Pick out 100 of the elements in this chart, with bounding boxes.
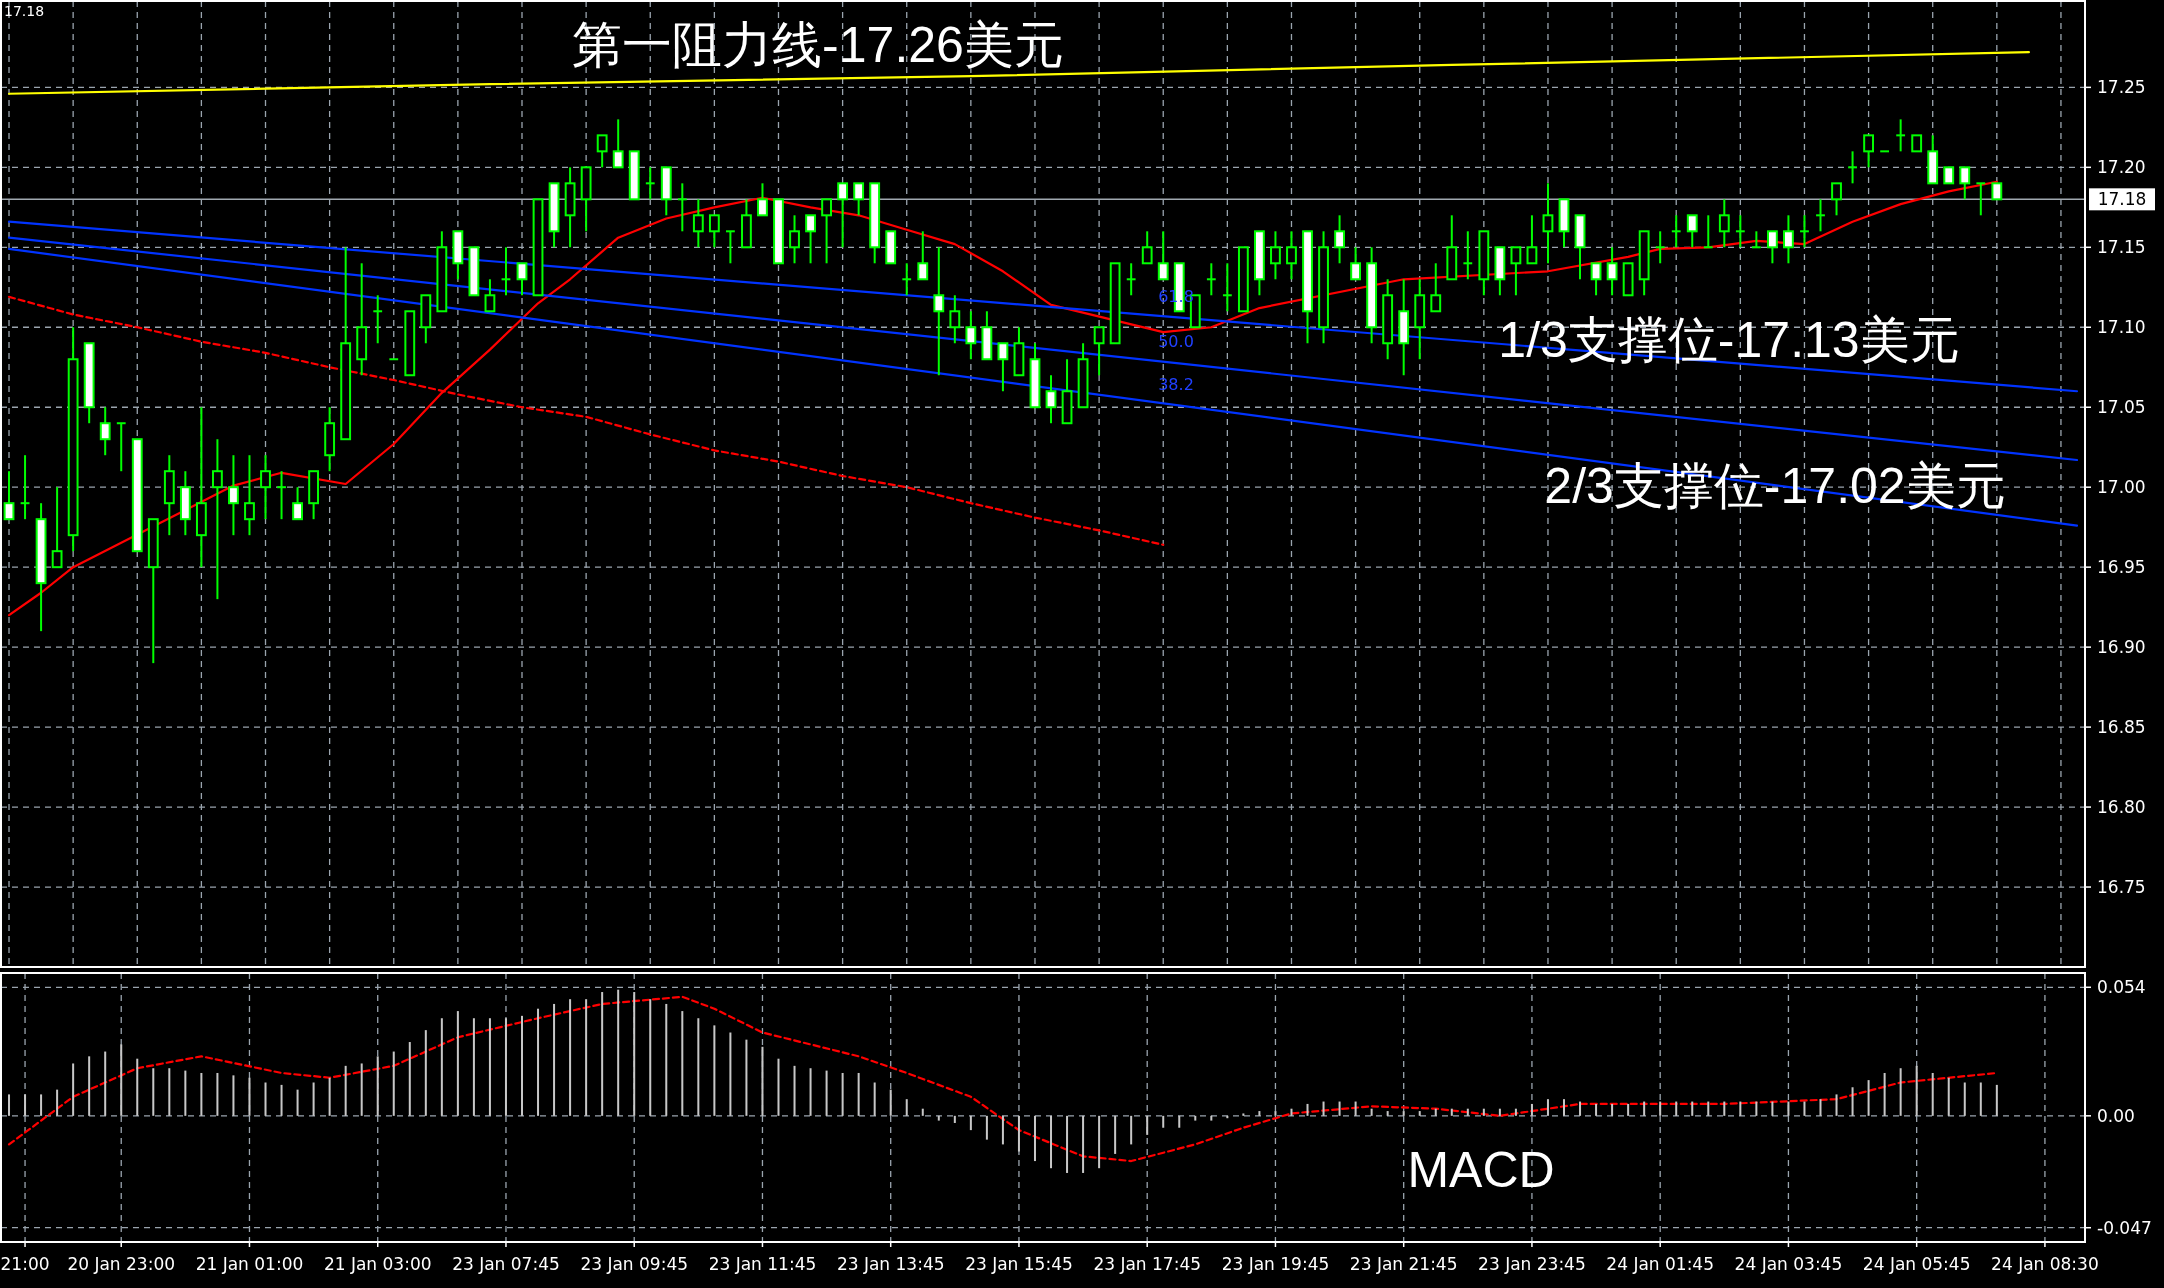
bar (617, 989, 620, 1116)
bar (1691, 1101, 1694, 1116)
bar (1098, 1115, 1101, 1169)
annotation: 17.18 (4, 3, 45, 19)
bar (1162, 1115, 1165, 1128)
y-tick-label: 16.85 (2097, 717, 2146, 738)
bar (1338, 1101, 1341, 1116)
bar (1210, 1115, 1213, 1121)
bar (585, 999, 588, 1116)
y-tick-label: 16.95 (2097, 557, 2146, 578)
bar (232, 1075, 235, 1116)
bar (1130, 1115, 1133, 1145)
bar (665, 1003, 668, 1116)
bar (1963, 1082, 1966, 1116)
bar (72, 1063, 75, 1116)
x-tick-label: 23 Jan 15:45 (965, 1254, 1073, 1274)
bar (1514, 1108, 1517, 1116)
bar (1322, 1101, 1325, 1116)
bar (1050, 1115, 1053, 1169)
bar (104, 1051, 107, 1116)
bar (1066, 1115, 1069, 1173)
bar (809, 1068, 812, 1116)
bar (1755, 1101, 1758, 1116)
bar (264, 1082, 267, 1116)
y-tick-label: -0.047 (2097, 1217, 2152, 1238)
bar (360, 1063, 363, 1116)
bar (873, 1082, 876, 1116)
y-tick-label: 17.25 (2097, 77, 2146, 98)
x-tick-label: 24 Jan 08:30 (1991, 1254, 2099, 1274)
bar (152, 1068, 155, 1116)
bar (120, 1044, 123, 1116)
bar (1627, 1103, 1630, 1116)
bar (56, 1089, 59, 1116)
bar (841, 1072, 844, 1116)
bar (745, 1039, 748, 1116)
bar (905, 1099, 908, 1116)
x-tick-label: 23 Jan 11:45 (708, 1254, 817, 1274)
x-tick-label: 23 Jan 19:45 (1221, 1254, 1330, 1274)
bar (681, 1011, 684, 1116)
bar (472, 1018, 475, 1116)
bar (921, 1108, 924, 1116)
bar (40, 1094, 43, 1116)
bar (1386, 1111, 1389, 1116)
y-tick-label: 0.054 (2097, 977, 2146, 998)
bar (633, 992, 636, 1116)
x-tick-label: 21:00 (0, 1254, 50, 1274)
bar (216, 1072, 219, 1116)
bar (424, 1030, 427, 1116)
bar (1033, 1115, 1036, 1162)
bar (184, 1070, 187, 1116)
bar (296, 1089, 299, 1116)
bar (729, 1032, 732, 1116)
x-tick-label: 21 Jan 03:00 (323, 1254, 432, 1274)
bar (1915, 1065, 1918, 1116)
bar (777, 1058, 780, 1116)
x-tick-label: 24 Jan 05:45 (1862, 1254, 1971, 1274)
bar (1418, 1111, 1421, 1116)
bar (1979, 1082, 1982, 1116)
bar (1434, 1108, 1437, 1116)
bar (1563, 1099, 1565, 1116)
bar (969, 1115, 972, 1131)
bar (569, 999, 572, 1116)
bar (1546, 1099, 1549, 1116)
bar (889, 1089, 892, 1116)
bar (1370, 1108, 1373, 1116)
y-tick-label: 17.20 (2097, 157, 2146, 178)
bar (504, 1018, 507, 1116)
bar (392, 1051, 395, 1116)
bar (1178, 1115, 1181, 1128)
ref-line-label: 17.18 (2097, 189, 2147, 210)
bar (1643, 1101, 1646, 1116)
y-tick-label: 16.80 (2097, 797, 2146, 818)
bar (1274, 1111, 1277, 1116)
bar (1082, 1115, 1085, 1173)
x-tick-label: 23 Jan 21:45 (1349, 1254, 1458, 1274)
x-tick-label: 23 Jan 13:45 (836, 1254, 945, 1274)
x-tick-label: 24 Jan 03:45 (1734, 1254, 1843, 1274)
bar (1851, 1087, 1854, 1116)
y-tick-label: 0.00 (2097, 1105, 2135, 1126)
bar (1579, 1101, 1582, 1116)
bar (1242, 1113, 1245, 1116)
y-tick-label: 17.05 (2097, 397, 2146, 418)
bar (136, 1058, 139, 1116)
bar (1530, 1103, 1533, 1116)
bar (1306, 1103, 1309, 1116)
bar (1931, 1072, 1934, 1116)
bar (8, 1094, 11, 1116)
y-tick-label: 17.10 (2097, 317, 2146, 338)
bar (1675, 1101, 1678, 1116)
bar (553, 1003, 556, 1116)
bar (1995, 1084, 1998, 1116)
bar (761, 1046, 764, 1116)
bar (649, 999, 652, 1116)
bar (1258, 1111, 1261, 1116)
bar (521, 1015, 523, 1116)
bar (1659, 1101, 1662, 1116)
bar (312, 1082, 315, 1116)
bar (825, 1070, 828, 1116)
bar (1787, 1101, 1790, 1116)
bar (857, 1072, 860, 1116)
